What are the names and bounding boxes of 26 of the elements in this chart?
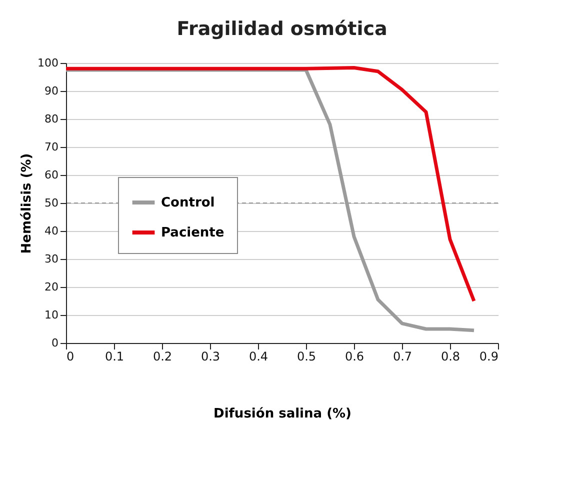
x-tick-label: 0.7 xyxy=(392,350,412,364)
x-tick-label: 0.9 xyxy=(479,350,498,364)
legend-label: Control xyxy=(161,196,215,210)
x-tick-label: 0.1 xyxy=(104,350,124,364)
x-tick-label: 0.3 xyxy=(200,350,220,364)
y-tick-label: 40 xyxy=(44,224,58,238)
x-tick-label: 0.4 xyxy=(248,350,268,364)
y-tick-label: 70 xyxy=(44,140,58,154)
x-tick-label: 0 xyxy=(66,350,74,364)
y-tick-label: 30 xyxy=(44,252,58,266)
y-tick-label: 80 xyxy=(44,112,58,126)
chart-title: Fragilidad osmótica xyxy=(176,18,388,40)
x-tick-label: 0.6 xyxy=(344,350,364,364)
x-tick-label: 0.8 xyxy=(440,350,460,364)
x-axis-title: Difusión salina (%) xyxy=(214,406,352,422)
y-tick-label: 100 xyxy=(38,56,58,70)
legend-label: Paciente xyxy=(161,226,224,240)
y-tick-label: 60 xyxy=(44,168,58,182)
y-tick-label: 50 xyxy=(44,196,58,210)
y-tick-label: 90 xyxy=(44,84,58,98)
y-tick-label: 0 xyxy=(52,336,58,350)
y-axis-title: Hemólisis (%) xyxy=(20,153,35,254)
x-tick-label: 0.2 xyxy=(152,350,172,364)
x-tick-label: 0.5 xyxy=(296,350,316,364)
y-tick-label: 10 xyxy=(44,308,58,322)
y-tick-label: 20 xyxy=(44,280,58,294)
